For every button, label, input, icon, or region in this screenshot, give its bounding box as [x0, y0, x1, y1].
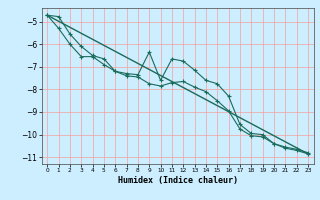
X-axis label: Humidex (Indice chaleur): Humidex (Indice chaleur) — [118, 176, 237, 185]
